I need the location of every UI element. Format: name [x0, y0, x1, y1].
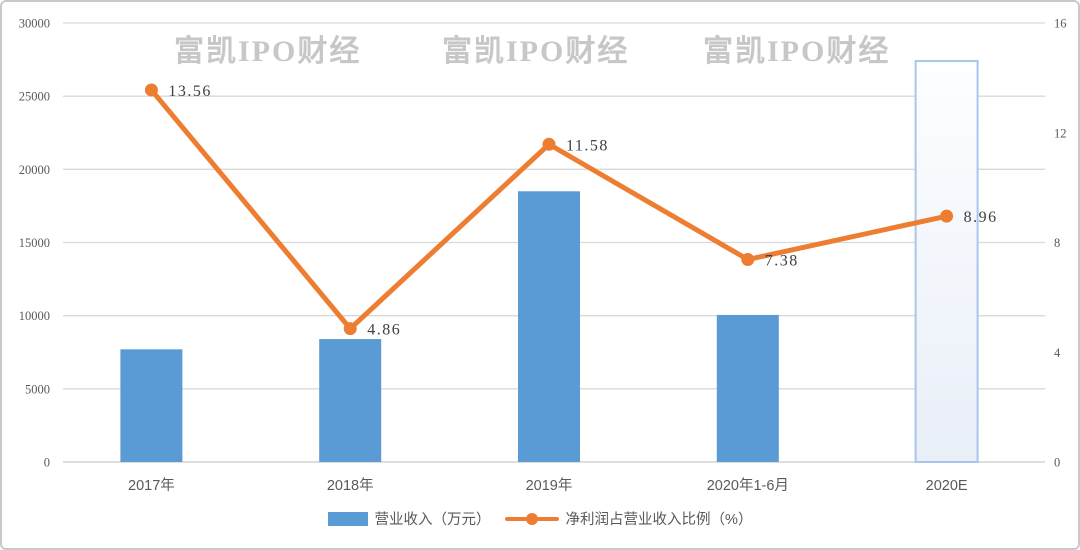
- legend-label-revenue: 营业收入（万元）: [374, 512, 491, 528]
- x-axis-label-2020年1-6月: 2020年1-6月: [707, 477, 789, 494]
- line-point-2019年: [542, 137, 556, 151]
- line-series-marker-icon: [504, 512, 559, 525]
- y-axis-right-tick-label: 16: [1054, 17, 1067, 31]
- y-axis-left-tick-label: 30000: [19, 17, 50, 31]
- bar-series-swatch-icon: [327, 511, 368, 526]
- data-label-2018年: 4.86: [367, 322, 401, 339]
- bar-2017年: [120, 349, 183, 462]
- watermark-text: 富凯IPO财经: [703, 35, 891, 68]
- y-axis-left-tick-label: 25000: [19, 90, 50, 104]
- data-label-2019年: 11.58: [566, 137, 609, 154]
- y-axis-left-tick-label: 0: [44, 456, 50, 470]
- line-point-2017年: [144, 83, 158, 97]
- y-axis-right-tick-label: 8: [1054, 236, 1060, 250]
- y-axis-right-tick-label: 12: [1054, 126, 1067, 140]
- data-label-2020年1-6月: 7.38: [765, 253, 799, 270]
- y-axis-left-tick-label: 10000: [19, 309, 50, 323]
- legend-item-ratio: 净利润占营业收入比例（%）: [504, 508, 753, 529]
- y-axis-right-tick-label: 4: [1054, 346, 1061, 360]
- legend-label-ratio: 净利润占营业收入比例（%）: [565, 512, 753, 528]
- x-axis-label-2017年: 2017年: [128, 477, 175, 494]
- line-point-2020年1-6月: [741, 253, 755, 267]
- line-point-2018年: [343, 322, 357, 336]
- x-axis-label-2018年: 2018年: [327, 477, 374, 494]
- y-axis-left-tick-label: 5000: [25, 382, 50, 396]
- watermark-text: 富凯IPO财经: [442, 35, 630, 68]
- legend-item-revenue: 营业收入（万元）: [327, 508, 491, 529]
- bar-2020年1-6月: [716, 314, 779, 462]
- x-axis-label-2020E: 2020E: [926, 478, 968, 494]
- data-label-2020E: 8.96: [964, 209, 998, 226]
- x-axis-label-2019年: 2019年: [526, 477, 573, 494]
- chart-legend: 营业收入（万元） 净利润占营业收入比例（%）: [2, 508, 1078, 529]
- watermark-text: 富凯IPO财经: [174, 35, 362, 68]
- bar-2018年: [319, 339, 382, 462]
- y-axis-left-tick-label: 20000: [19, 163, 50, 177]
- bar-2020E: [914, 60, 979, 464]
- bar-2019年: [518, 191, 580, 463]
- data-label-2017年: 13.56: [168, 83, 212, 100]
- y-axis-left-tick-label: 15000: [19, 236, 50, 250]
- y-axis-right-tick-label: 0: [1054, 456, 1060, 470]
- line-point-2020E: [940, 209, 954, 223]
